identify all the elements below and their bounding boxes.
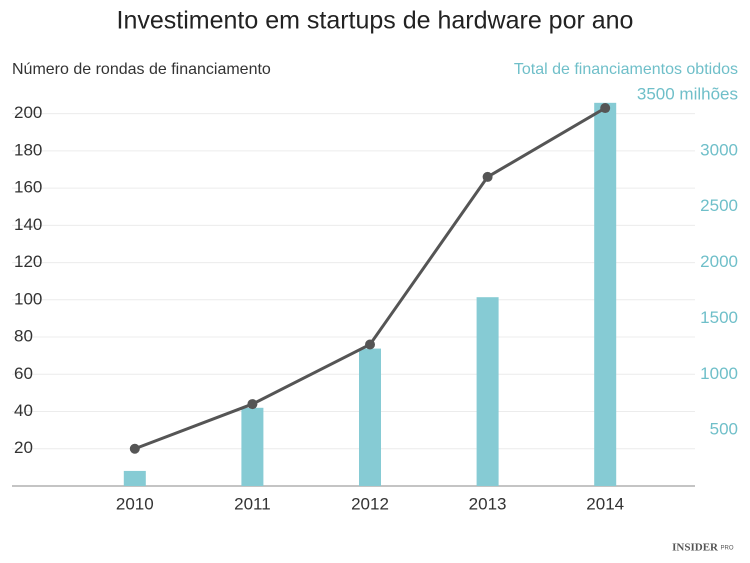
x-tick-label: 2014 xyxy=(586,494,624,513)
bar xyxy=(476,297,499,486)
brand-badge: PRO xyxy=(720,546,733,552)
y-tick-label: 60 xyxy=(14,364,33,383)
point xyxy=(365,339,375,350)
y-tick-label: 200 xyxy=(14,103,42,122)
y2-tick-label: 3000 xyxy=(700,140,738,159)
bar xyxy=(359,348,381,486)
y-tick-label: 140 xyxy=(14,215,42,234)
x-tick-label: 2010 xyxy=(116,494,154,513)
y-tick-label: 80 xyxy=(14,327,33,346)
point xyxy=(247,399,258,410)
bar xyxy=(594,102,617,486)
bar xyxy=(123,470,146,486)
y2-tick-label: 2000 xyxy=(700,252,738,271)
y-axis-title: Número de rondas de financiamento xyxy=(12,61,271,78)
y2-tick-label: 500 xyxy=(710,420,738,439)
y2-axis-title: Total de financiamentos obtidos xyxy=(514,61,738,78)
y-tick-label: 20 xyxy=(14,438,33,457)
bar xyxy=(241,407,264,486)
brand: INSIDER xyxy=(672,542,719,554)
y2-tick-label: 3500 milhões xyxy=(637,84,738,103)
y-tick-label: 180 xyxy=(14,140,42,159)
y2-tick-label: 2500 xyxy=(700,196,738,215)
x-tick-label: 2011 xyxy=(234,494,271,513)
y2-tick-label: 1500 xyxy=(700,308,738,327)
x-tick-label: 2012 xyxy=(351,494,389,513)
y2-tick-label: 1000 xyxy=(700,364,738,383)
y-tick-label: 160 xyxy=(14,178,42,197)
point xyxy=(482,171,493,182)
point xyxy=(129,443,140,454)
x-tick-label: 2013 xyxy=(469,494,507,513)
y-tick-label: 40 xyxy=(14,401,33,420)
y-tick-label: 120 xyxy=(14,252,42,271)
point xyxy=(600,103,611,114)
y-tick-label: 100 xyxy=(14,289,42,308)
chart-title: Investimento em startups de hardware por… xyxy=(117,7,634,35)
